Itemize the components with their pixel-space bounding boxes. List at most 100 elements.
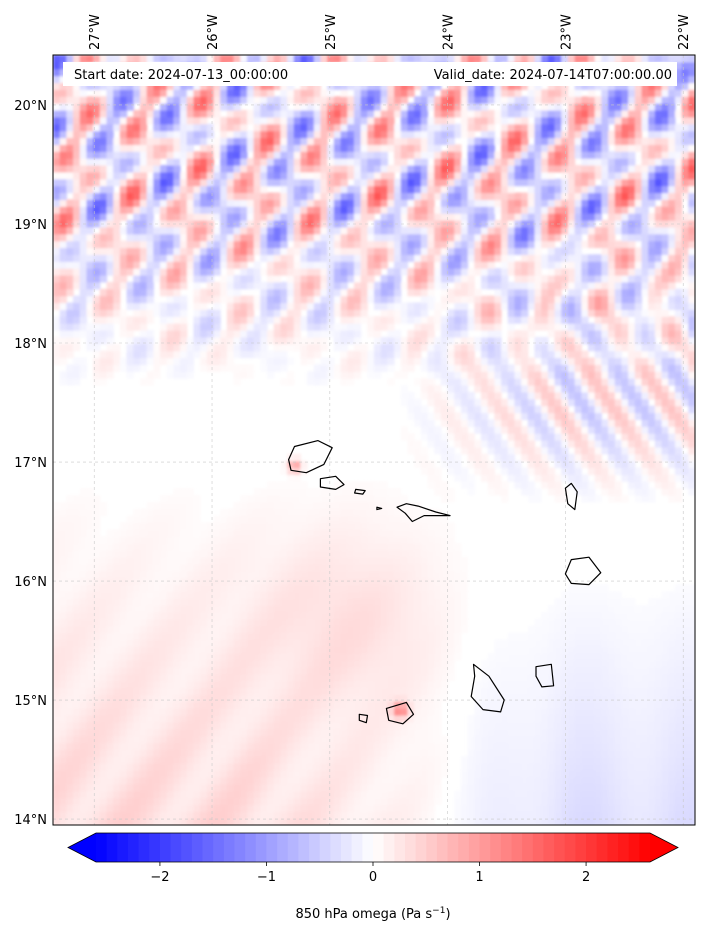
field-cell — [674, 735, 683, 744]
field-cell — [547, 611, 556, 620]
field-cell — [347, 763, 355, 771]
field-cell — [79, 708, 88, 716]
field-cell — [674, 350, 683, 359]
field-cell — [327, 742, 335, 750]
field-cell — [387, 632, 395, 640]
field-cell — [661, 625, 669, 634]
field-cell — [641, 797, 649, 805]
field-cell — [634, 715, 643, 723]
field-cell — [307, 639, 315, 647]
field-cell — [246, 749, 255, 757]
field-cell — [514, 783, 522, 792]
field-cell — [300, 529, 308, 537]
field-cell — [654, 804, 663, 812]
field-cell — [588, 488, 596, 496]
field-cell — [240, 591, 248, 599]
field-cell — [427, 357, 435, 365]
field-cell — [400, 522, 409, 530]
field-cell — [287, 570, 295, 579]
field-cell — [206, 763, 215, 771]
field-cell — [119, 563, 128, 572]
field-cell — [86, 570, 94, 579]
field-cell — [173, 804, 181, 812]
field-cell — [119, 811, 128, 819]
field-cell — [367, 632, 375, 640]
field-cell — [601, 385, 609, 393]
field-cell — [688, 770, 695, 778]
field-cell — [668, 598, 676, 606]
field-cell — [467, 756, 475, 764]
field-cell — [73, 721, 81, 730]
field-cell — [347, 611, 355, 620]
field-cell — [287, 701, 295, 709]
field-cell — [494, 763, 502, 771]
field-cell — [494, 680, 502, 689]
field-cell — [601, 398, 609, 407]
field-cell — [521, 433, 529, 441]
field-cell — [260, 618, 268, 627]
field-cell — [420, 666, 429, 675]
field-cell — [273, 776, 281, 785]
field-cell — [99, 818, 108, 825]
field-cell — [601, 735, 609, 744]
field-cell — [186, 570, 195, 579]
field-cell — [541, 433, 549, 441]
field-cell — [634, 632, 643, 640]
field-cell — [126, 522, 134, 530]
field-cell — [280, 556, 288, 565]
field-cell — [588, 378, 596, 386]
field-cell — [300, 776, 308, 785]
field-cell — [313, 536, 322, 544]
field-cell — [86, 694, 94, 702]
field-cell — [527, 776, 536, 785]
field-cell — [153, 563, 161, 572]
field-cell — [353, 536, 362, 544]
field-cell — [86, 343, 94, 352]
field-cell — [213, 611, 221, 620]
field-cell — [313, 563, 322, 572]
field-cell — [400, 756, 409, 764]
field-cell — [594, 481, 602, 489]
field-cell — [300, 488, 308, 496]
field-cell — [521, 453, 529, 462]
field-cell — [661, 783, 669, 792]
field-cell — [260, 666, 268, 675]
field-cell — [688, 763, 695, 771]
field-cell — [601, 639, 609, 647]
field-cell — [173, 536, 181, 544]
field-cell — [327, 653, 335, 661]
field-cell — [206, 364, 215, 372]
field-cell — [293, 818, 302, 825]
field-cell — [73, 570, 81, 579]
field-cell — [561, 618, 569, 627]
field-cell — [213, 811, 221, 819]
field-cell — [380, 357, 388, 365]
field-cell — [494, 742, 502, 750]
field-cell — [293, 481, 302, 489]
field-cell — [347, 742, 355, 750]
field-cell — [460, 371, 469, 379]
field-cell — [240, 522, 248, 530]
field-cell — [608, 797, 616, 805]
field-cell — [420, 391, 429, 400]
field-cell — [434, 694, 442, 702]
field-cell — [206, 639, 215, 647]
field-cell — [654, 611, 663, 620]
field-cell — [554, 433, 562, 441]
field-cell — [79, 742, 88, 750]
field-cell — [267, 556, 275, 565]
field-cell — [541, 660, 549, 668]
field-cell — [347, 653, 355, 661]
field-cell — [240, 508, 248, 517]
field-cell — [588, 818, 596, 825]
field-cell — [374, 797, 382, 805]
field-cell — [106, 357, 114, 365]
field-cell — [628, 680, 636, 689]
field-cell — [440, 357, 449, 365]
field-cell — [561, 666, 569, 675]
field-cell — [581, 673, 589, 682]
field-cell — [180, 715, 188, 723]
field-cell — [521, 708, 529, 716]
field-cell — [320, 598, 328, 606]
field-cell — [320, 625, 328, 634]
